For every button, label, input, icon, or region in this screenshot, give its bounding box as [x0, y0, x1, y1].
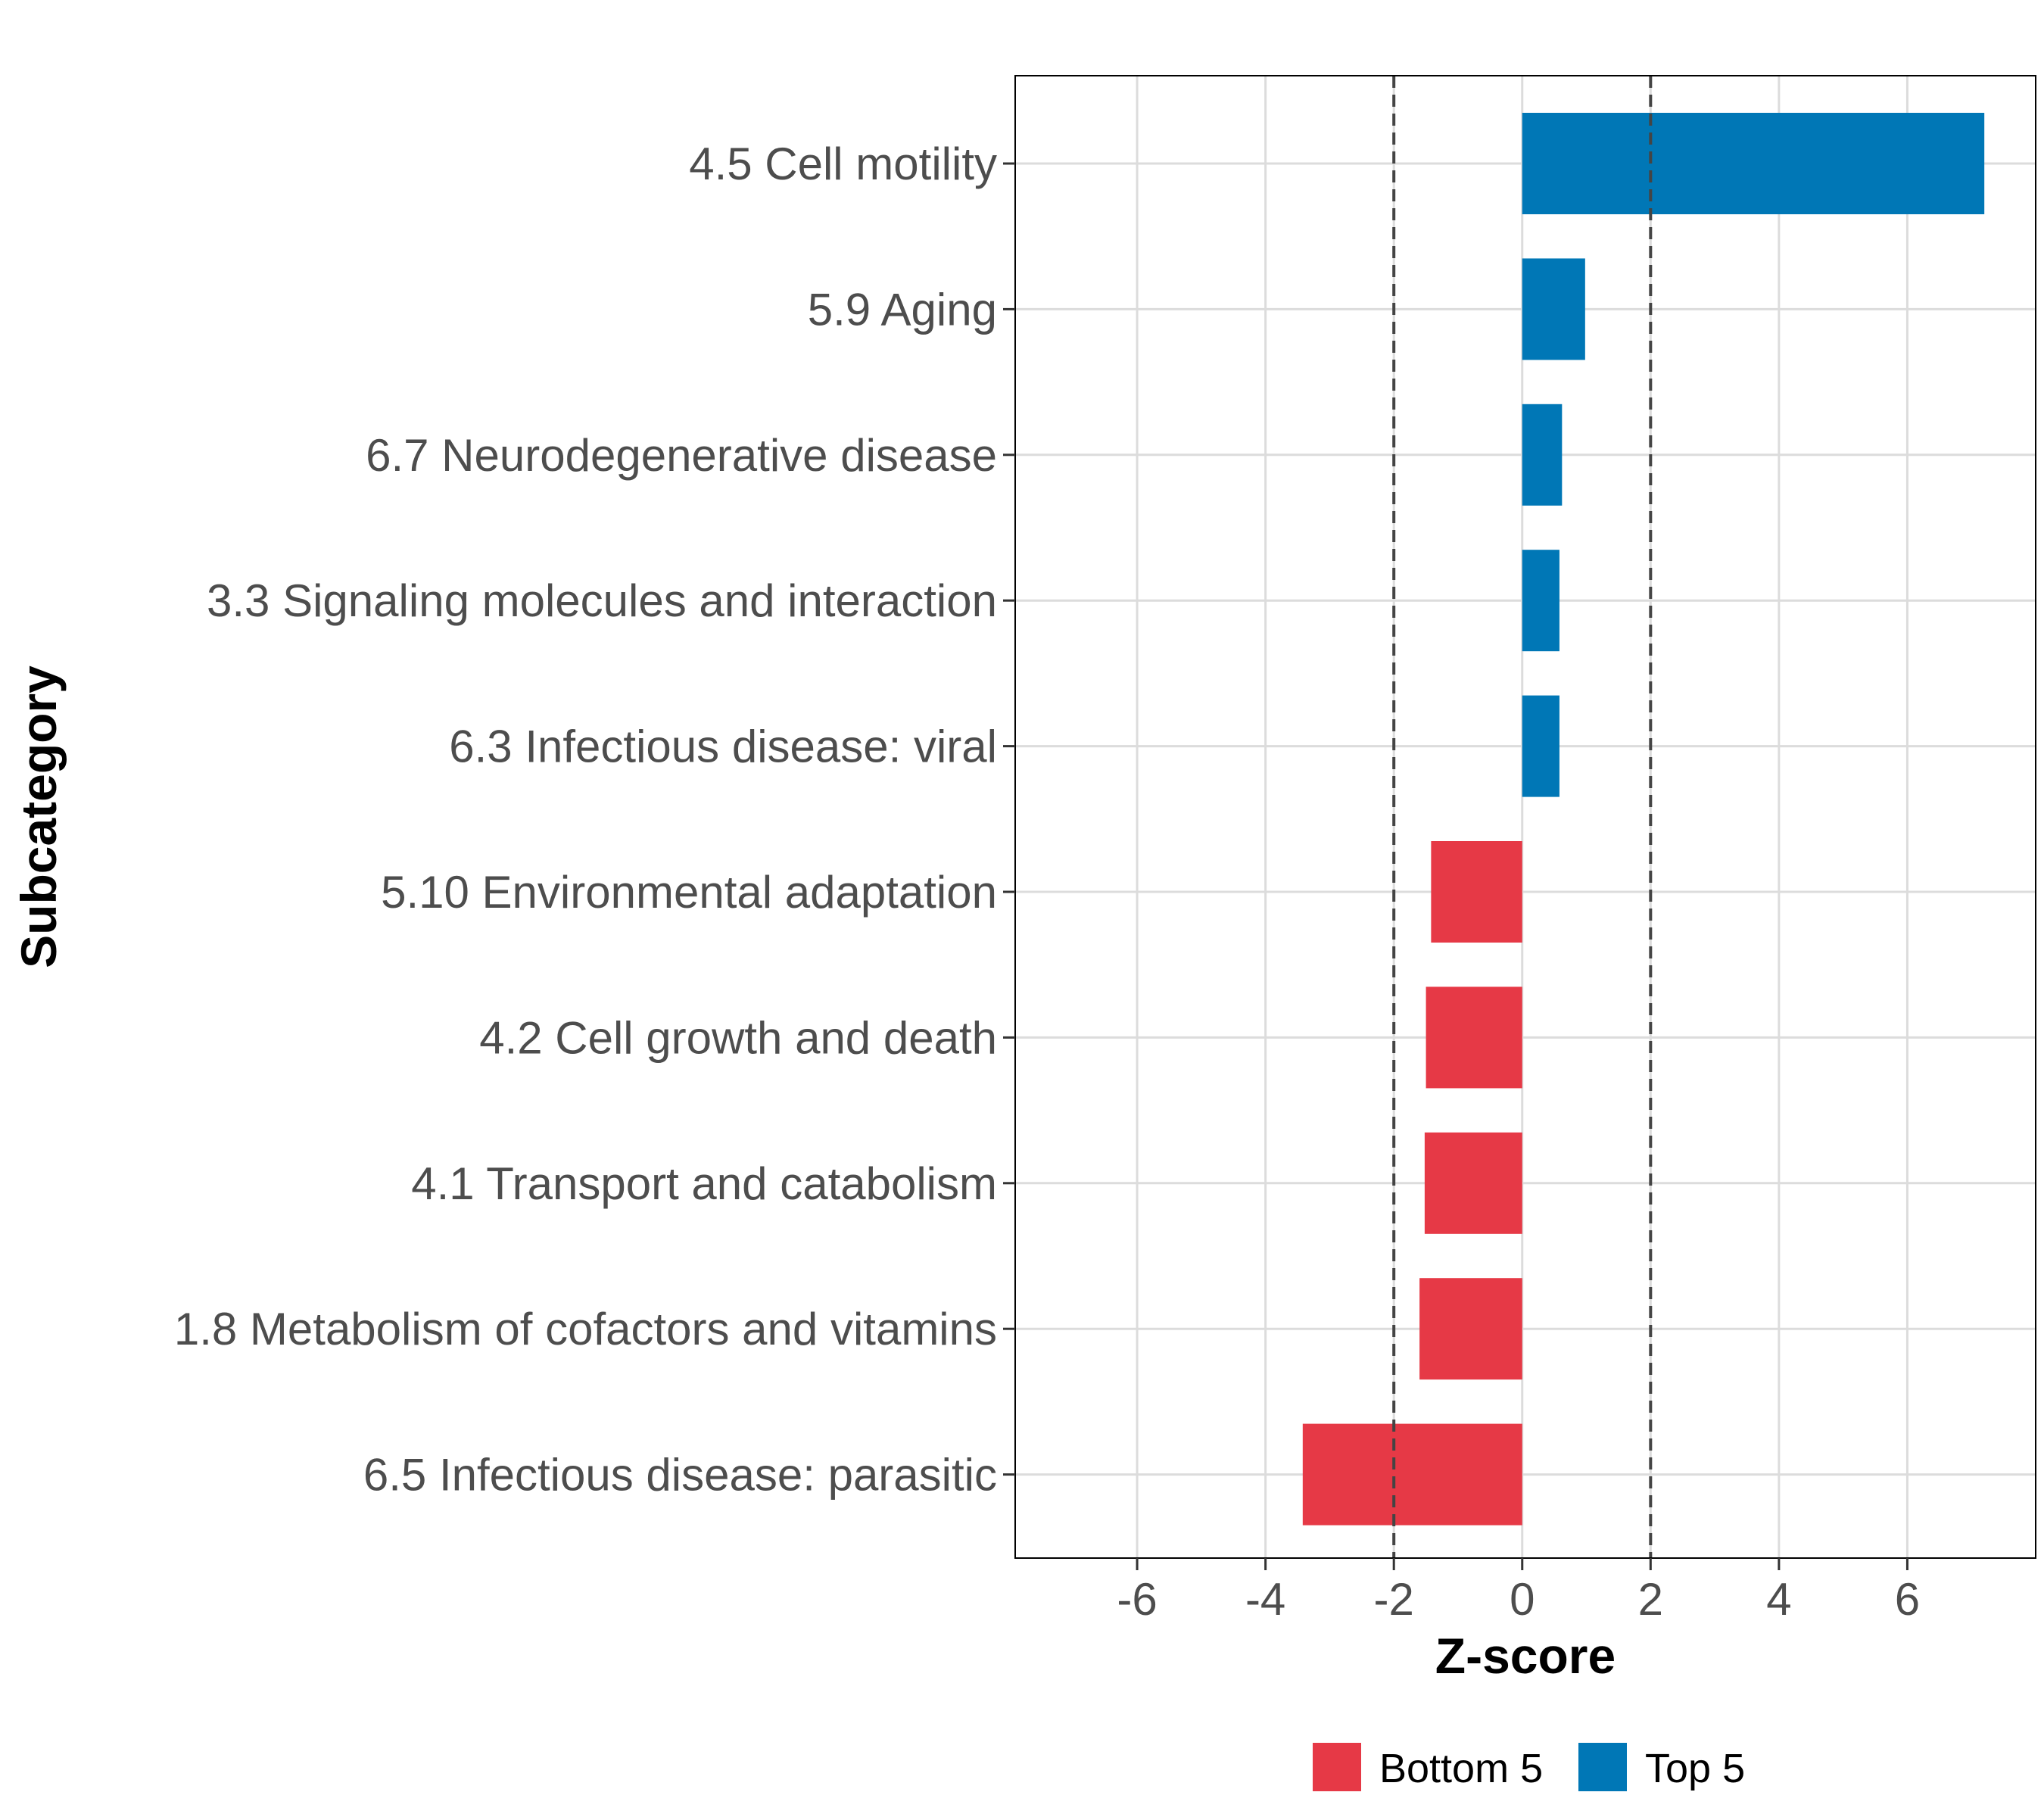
x-tick-label: 6: [1895, 1574, 1920, 1625]
bar: [1424, 1132, 1522, 1234]
bar: [1522, 258, 1585, 360]
y-axis: 4.5 Cell motility 5.9 Aging 6.7 Neurodegen…: [174, 139, 1015, 1501]
category-label: 1.8 Metabolism of cofactors and vitamins: [174, 1304, 997, 1354]
reference-lines: [1392, 76, 1653, 1558]
bar: [1419, 1278, 1522, 1380]
bars: [1302, 113, 1985, 1526]
category-label: 6.5 Infectious disease: parasitic: [363, 1450, 997, 1501]
category-label: 3.3 Signaling molecules and interaction: [207, 575, 997, 626]
legend-label: Bottom 5: [1379, 1746, 1543, 1791]
x-axis-title: Z-score: [1435, 1628, 1616, 1684]
bar: [1522, 113, 1985, 214]
x-tick-label: 0: [1510, 1574, 1535, 1625]
category-label: 5.9 Aging: [808, 284, 997, 335]
category-label: 5.10 Environmental adaptation: [381, 867, 997, 918]
x-tick-label: 2: [1638, 1574, 1663, 1625]
legend-label: Top 5: [1645, 1746, 1745, 1791]
legend-swatch: [1578, 1743, 1627, 1791]
category-label: 4.2 Cell growth and death: [479, 1012, 997, 1063]
category-label: 4.5 Cell motility: [689, 139, 997, 189]
x-tick-label: -2: [1374, 1574, 1414, 1625]
x-tick-label: 4: [1766, 1574, 1791, 1625]
y-axis-title: Subcategory: [11, 665, 67, 968]
bar: [1431, 841, 1522, 943]
legend: Bottom 5 Top 5: [1313, 1743, 1745, 1791]
x-tick-label: -6: [1117, 1574, 1157, 1625]
category-label: 4.1 Transport and catabolism: [411, 1158, 997, 1209]
category-label: 6.7 Neurodegenerative disease: [366, 430, 997, 481]
legend-swatch: [1313, 1743, 1361, 1791]
x-axis: -6 -4 -2 0 2 4 6: [1117, 1558, 1920, 1625]
bar: [1522, 695, 1559, 797]
x-tick-label: -4: [1245, 1574, 1285, 1625]
category-label: 6.3 Infectious disease: viral: [449, 722, 997, 772]
panel-border: [1014, 75, 2036, 1559]
bar: [1426, 986, 1522, 1089]
bar: [1522, 550, 1559, 652]
bar: [1302, 1423, 1522, 1526]
bar: [1522, 404, 1563, 506]
